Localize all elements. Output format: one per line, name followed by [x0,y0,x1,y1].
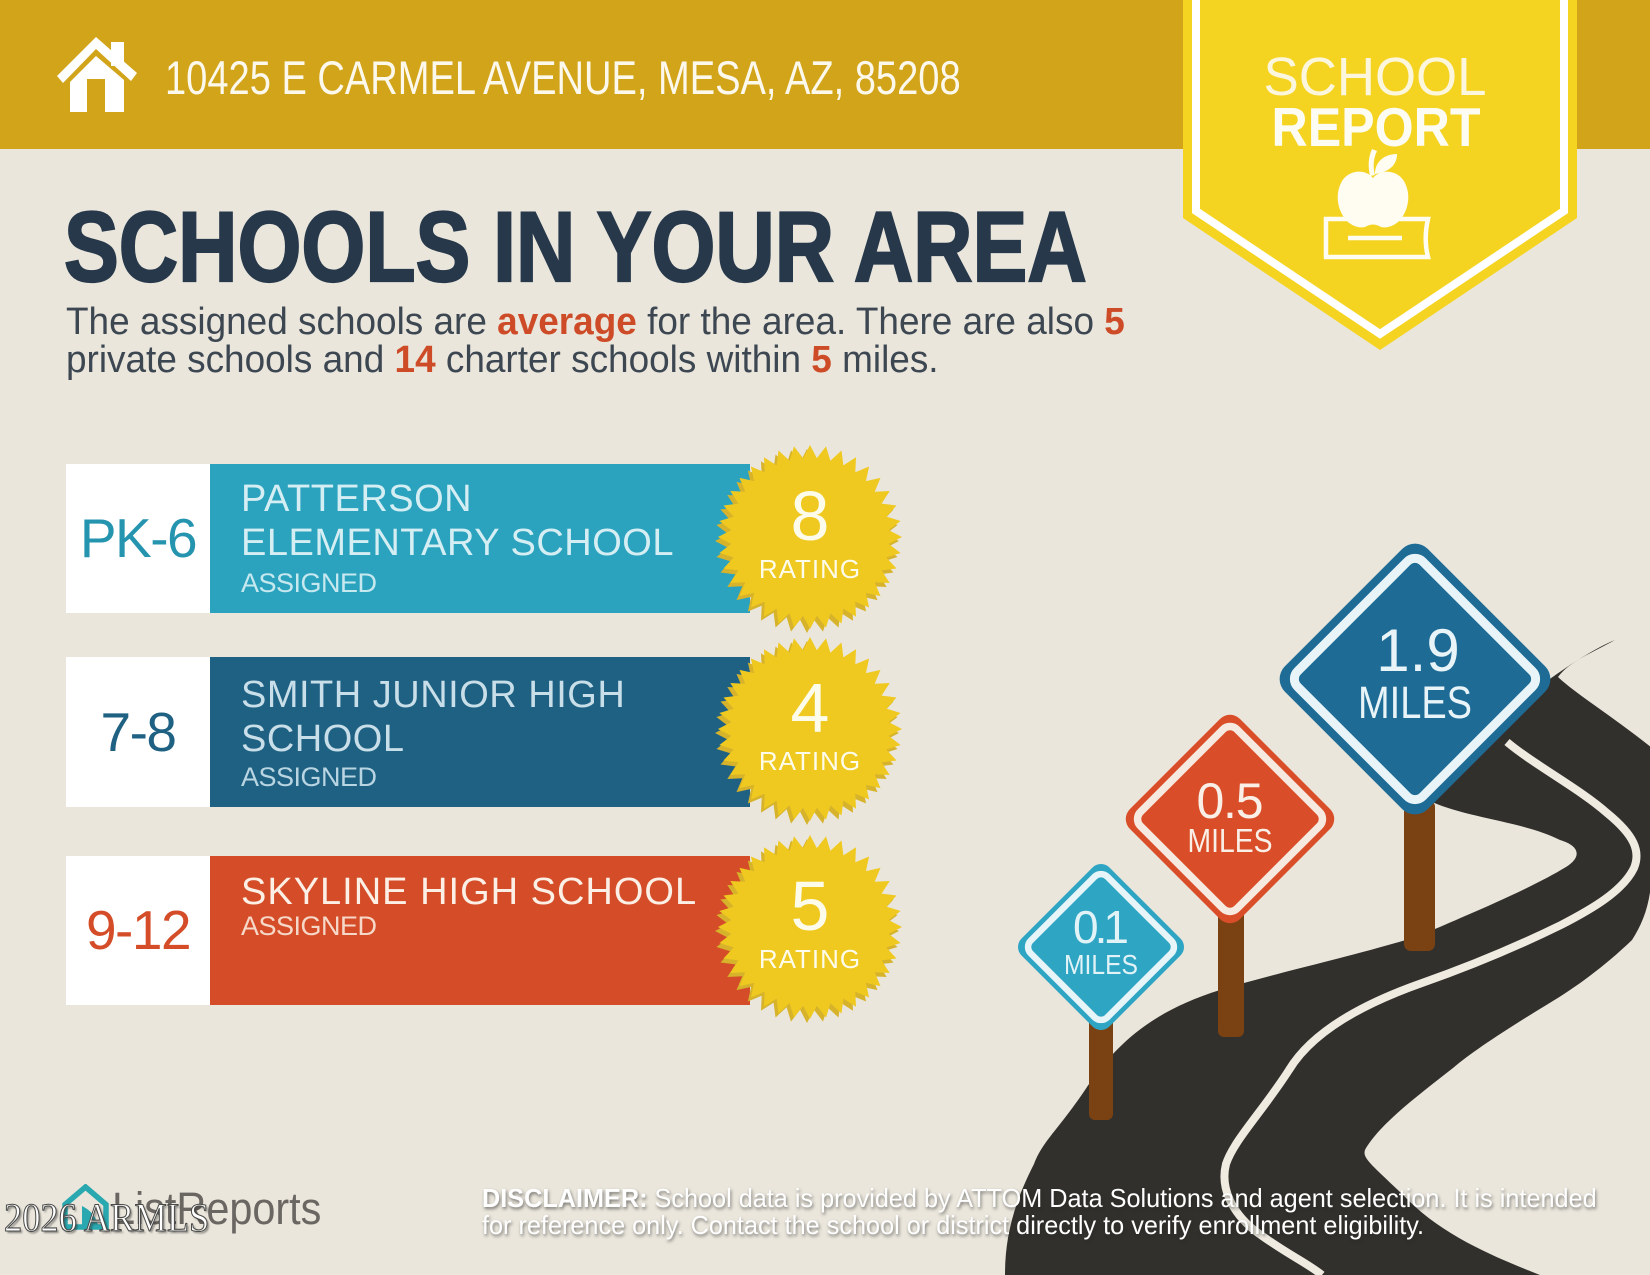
svg-text:5: 5 [791,867,830,945]
svg-text:MILES: MILES [1358,677,1472,728]
svg-text:0.1: 0.1 [1073,901,1129,953]
svg-text:4: 4 [791,669,830,747]
svg-text:SCHOOL: SCHOOL [1264,47,1487,107]
svg-text:1.9: 1.9 [1376,617,1459,684]
svg-text:8: 8 [791,477,830,555]
svg-text:0.5: 0.5 [1197,773,1264,829]
svg-text:MILES: MILES [1188,822,1273,859]
svg-text:REPORT: REPORT [1272,96,1481,158]
svg-text:RATING: RATING [759,944,861,974]
svg-text:RATING: RATING [759,746,861,776]
svg-text:RATING: RATING [759,554,861,584]
svg-text:MILES: MILES [1064,949,1138,980]
